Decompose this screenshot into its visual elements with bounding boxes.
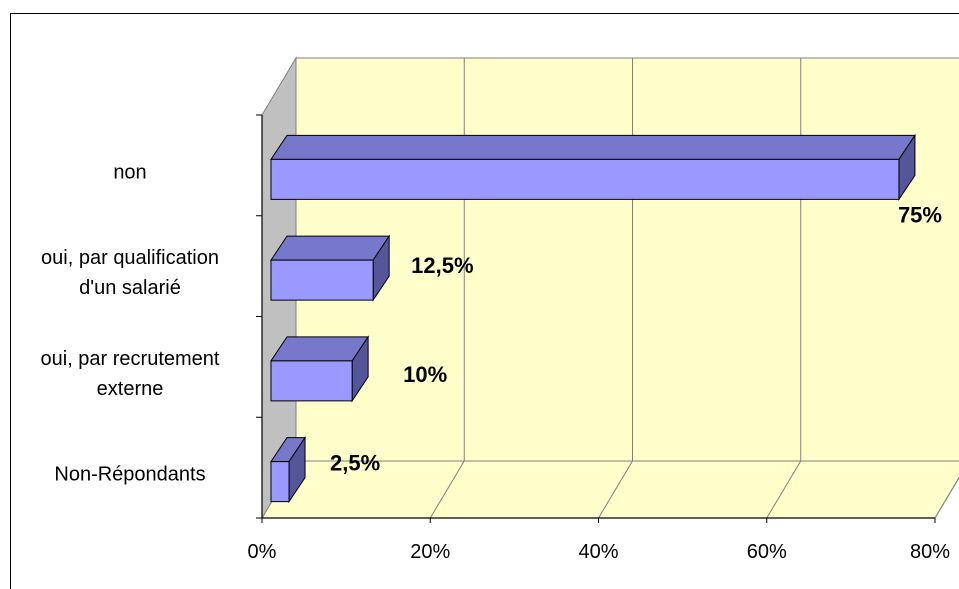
- category-label-line: non: [113, 161, 146, 183]
- x-tick-label: 80%: [910, 541, 950, 563]
- bar: [270, 158, 900, 200]
- data-label: 75%: [898, 202, 942, 227]
- data-label: 12,5%: [411, 253, 473, 278]
- category-label: Non-Répondants: [54, 464, 205, 486]
- bar: [270, 259, 374, 301]
- grid-line-floor: [934, 476, 959, 519]
- data-label: 2,5%: [330, 451, 380, 476]
- bar: [270, 360, 353, 402]
- category-label-line: externe: [97, 378, 164, 400]
- grid-lines: [256, 58, 959, 519]
- category-label: oui, par recrutement externe: [41, 348, 220, 400]
- x-tick-label: 0%: [248, 541, 277, 563]
- bars: [270, 133, 916, 504]
- category-label-line: d'un salarié: [79, 277, 181, 299]
- category-label-line: oui, par recrutement: [41, 348, 220, 370]
- data-label: 10%: [403, 362, 447, 387]
- x-tick-label: 40%: [578, 541, 618, 563]
- category-label: oui, par qualification d'un salarié: [41, 247, 219, 299]
- grid-line-floor: [598, 460, 633, 519]
- bar-top: [270, 134, 916, 160]
- category-label-line: oui, par qualification: [41, 247, 219, 269]
- grid-line-floor: [429, 460, 465, 519]
- bar: [270, 461, 290, 503]
- x-axis-ticks: 0% 20% 40% 60% 80%: [248, 518, 950, 563]
- bar-top: [270, 336, 370, 362]
- category-label-line: Non-Répondants: [54, 464, 205, 486]
- x-tick-label: 60%: [747, 541, 787, 563]
- back-wall: [295, 57, 959, 462]
- data-labels: 75% 12,5% 10% 2,5%: [330, 202, 942, 475]
- bar-top: [270, 235, 391, 261]
- grid-line-floor: [766, 460, 802, 519]
- x-tick-label: 20%: [410, 541, 450, 563]
- category-label: non: [113, 161, 146, 183]
